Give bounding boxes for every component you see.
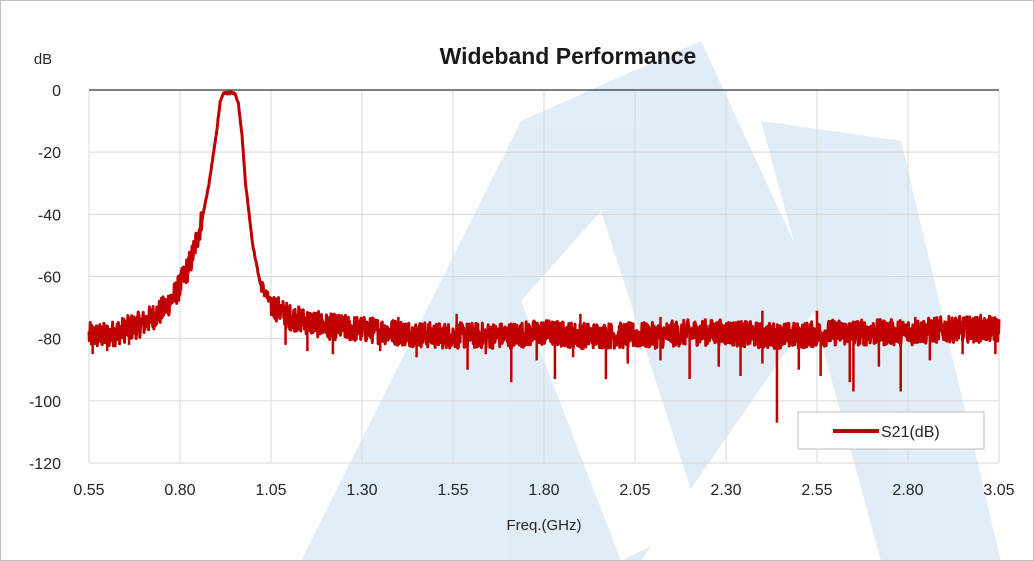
x-tick-label: 2.30 bbox=[710, 482, 741, 499]
y-tick-label: -100 bbox=[29, 394, 61, 411]
x-tick-label: 0.55 bbox=[73, 482, 104, 499]
x-tick-label: 1.55 bbox=[437, 482, 468, 499]
series-line-s21 bbox=[87, 90, 1001, 351]
y-tick-label: -120 bbox=[29, 456, 61, 473]
x-tick-label: 0.80 bbox=[164, 482, 195, 499]
x-tick-label: 1.80 bbox=[528, 482, 559, 499]
y-tick-label: -40 bbox=[38, 207, 61, 224]
grid bbox=[88, 89, 1000, 464]
y-tick-label: -60 bbox=[38, 270, 61, 287]
x-tick-label: 3.05 bbox=[983, 482, 1014, 499]
x-tick-label: 2.55 bbox=[801, 482, 832, 499]
series-layer bbox=[87, 90, 1001, 423]
chart-title: Wideband Performance bbox=[440, 43, 697, 69]
y-tick-label: -80 bbox=[38, 332, 61, 349]
y-axis-label: dB bbox=[34, 51, 52, 68]
tick-labels: 0.55 0.80 1.05 1.30 1.55 1.80 2.05 2.30 2.55 2.80… bbox=[29, 83, 1015, 499]
y-tick-label: 0 bbox=[52, 83, 61, 100]
legend: S21(dB) bbox=[797, 411, 985, 450]
legend-box bbox=[797, 411, 985, 450]
x-tick-label: 2.05 bbox=[619, 482, 650, 499]
x-tick-label: 1.30 bbox=[346, 482, 377, 499]
y-tick-label: -20 bbox=[38, 145, 61, 162]
x-axis-label: Freq.(GHz) bbox=[507, 517, 582, 534]
x-tick-label: 2.80 bbox=[892, 482, 923, 499]
legend-label: S21(dB) bbox=[881, 424, 940, 441]
x-tick-label: 1.05 bbox=[255, 482, 286, 499]
